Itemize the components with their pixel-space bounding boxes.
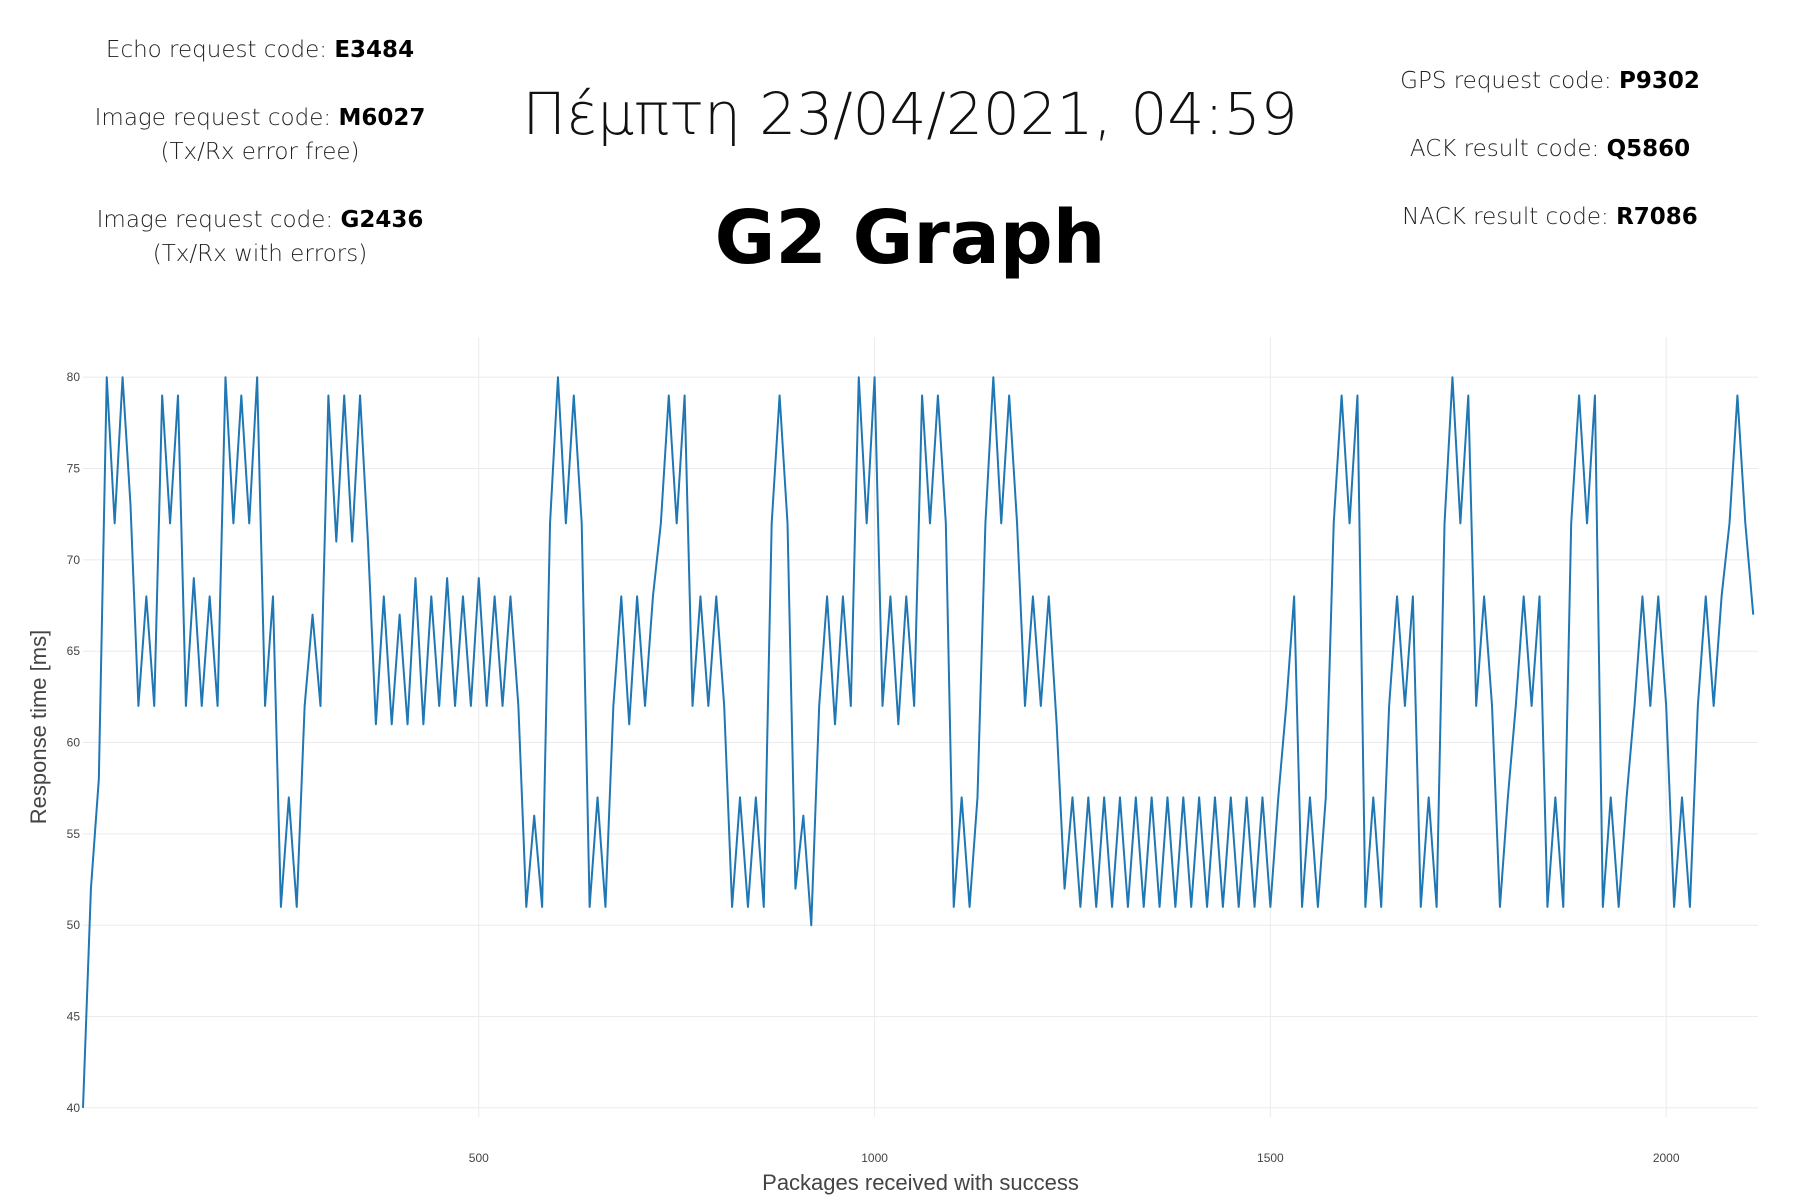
y-tick-label: 50 bbox=[67, 918, 81, 932]
info-block: ACK result code: Q5860 bbox=[1350, 132, 1750, 166]
y-tick-label: 70 bbox=[67, 553, 81, 567]
info-block: Image request code: G2436 (Tx/Rx with err… bbox=[60, 203, 460, 271]
info-block: NACK result code: R7086 bbox=[1350, 200, 1750, 234]
y-tick-label: 40 bbox=[67, 1101, 81, 1115]
info-line: ACK result code: Q5860 bbox=[1350, 132, 1750, 166]
x-tick-label: 1500 bbox=[1257, 1151, 1284, 1165]
y-tick-label: 55 bbox=[67, 827, 81, 841]
info-block: Echo request code: E3484 bbox=[60, 33, 460, 67]
x-tick-label: 1000 bbox=[861, 1151, 888, 1165]
x-tick-label: 2000 bbox=[1653, 1151, 1680, 1165]
info-code: Q5860 bbox=[1606, 136, 1691, 162]
info-line: Image request code: G2436 bbox=[60, 203, 460, 237]
info-note: (Tx/Rx with errors) bbox=[152, 241, 368, 267]
y-axis-title: Response time [ms] bbox=[26, 630, 51, 824]
info-block: GPS request code: P9302 bbox=[1350, 64, 1750, 98]
info-label: Echo request code: bbox=[105, 37, 328, 63]
y-tick-label: 45 bbox=[67, 1010, 81, 1024]
info-block: Image request code: M6027 (Tx/Rx error fr… bbox=[60, 101, 460, 169]
info-code: E3484 bbox=[334, 37, 415, 63]
data-line bbox=[82, 376, 1755, 1108]
info-label: ACK result code: bbox=[1409, 136, 1600, 162]
info-label: Image request code: bbox=[96, 207, 334, 233]
y-tick-label: 75 bbox=[67, 462, 81, 476]
y-tick-label: 60 bbox=[67, 736, 81, 750]
info-label: Image request code: bbox=[94, 105, 332, 131]
datetime: Πέμπτη 23/04/2021, 04:59 bbox=[522, 80, 1298, 148]
info-code: R7086 bbox=[1616, 204, 1698, 230]
y-tick-label: 80 bbox=[67, 370, 81, 384]
info-code: M6027 bbox=[338, 105, 426, 131]
info-line: Image request code: M6027 bbox=[60, 101, 460, 135]
x-axis-title: Packages received with success bbox=[762, 1170, 1079, 1195]
info-label: GPS request code: bbox=[1400, 68, 1612, 94]
left-info: Echo request code: E3484 Image request co… bbox=[60, 33, 460, 305]
info-code: P9302 bbox=[1619, 68, 1700, 94]
right-info: GPS request code: P9302 ACK result code: … bbox=[1350, 64, 1750, 268]
page-title: G2 Graph bbox=[714, 195, 1106, 281]
info-note: (Tx/Rx error free) bbox=[160, 139, 360, 165]
info-line: NACK result code: R7086 bbox=[1350, 200, 1750, 234]
x-tick-label: 500 bbox=[469, 1151, 489, 1165]
info-line: Echo request code: E3484 bbox=[60, 33, 460, 67]
info-line: GPS request code: P9302 bbox=[1350, 64, 1750, 98]
y-tick-label: 65 bbox=[67, 644, 81, 658]
info-label: NACK result code: bbox=[1402, 204, 1609, 230]
info-code: G2436 bbox=[340, 207, 424, 233]
